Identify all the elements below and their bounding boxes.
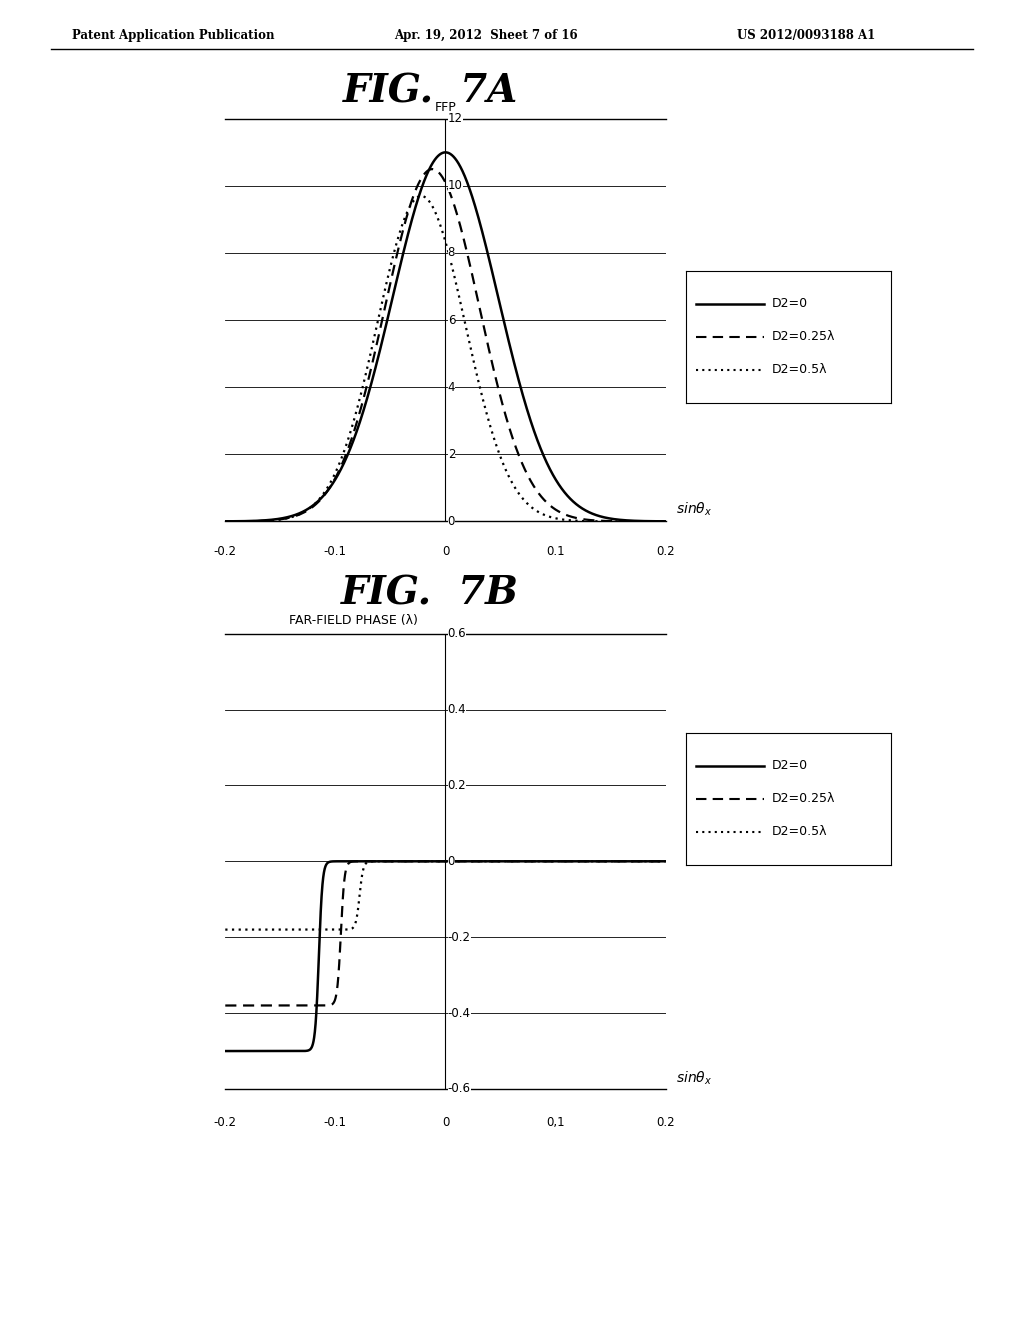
Text: FAR-FIELD PHASE (λ): FAR-FIELD PHASE (λ) <box>289 614 418 627</box>
Text: FIG.  7B: FIG. 7B <box>341 574 519 612</box>
Text: 0,1: 0,1 <box>546 1115 565 1129</box>
Text: 0: 0 <box>447 515 455 528</box>
Text: D2=0: D2=0 <box>772 297 808 310</box>
Text: D2=0.5λ: D2=0.5λ <box>772 825 827 838</box>
Text: 0: 0 <box>441 545 450 558</box>
Text: -0.6: -0.6 <box>447 1082 471 1096</box>
Text: $\mathregular{sin\theta_x}$: $\mathregular{sin\theta_x}$ <box>676 1069 713 1088</box>
Text: FIG.  7A: FIG. 7A <box>342 73 518 111</box>
Text: 0.2: 0.2 <box>656 1115 675 1129</box>
Text: 0.2: 0.2 <box>656 545 675 558</box>
Text: D2=0: D2=0 <box>772 759 808 772</box>
Text: 0.4: 0.4 <box>447 704 466 715</box>
Text: US 2012/0093188 A1: US 2012/0093188 A1 <box>737 29 876 42</box>
Text: 2: 2 <box>447 447 455 461</box>
Text: 6: 6 <box>447 314 455 326</box>
Text: -0.4: -0.4 <box>447 1007 471 1019</box>
Text: 0: 0 <box>441 1115 450 1129</box>
Text: 10: 10 <box>447 180 463 193</box>
Text: -0.1: -0.1 <box>324 545 347 558</box>
Text: $\mathregular{sin\theta_x}$: $\mathregular{sin\theta_x}$ <box>676 500 713 519</box>
Text: FFP: FFP <box>434 100 457 114</box>
Text: -0.2: -0.2 <box>214 1115 237 1129</box>
Text: -0.2: -0.2 <box>447 931 471 944</box>
Text: -0.1: -0.1 <box>324 1115 347 1129</box>
Text: 0: 0 <box>447 855 455 867</box>
Text: Apr. 19, 2012  Sheet 7 of 16: Apr. 19, 2012 Sheet 7 of 16 <box>394 29 578 42</box>
Text: 4: 4 <box>447 380 455 393</box>
Text: D2=0.25λ: D2=0.25λ <box>772 330 836 343</box>
Text: 0.2: 0.2 <box>447 779 466 792</box>
Text: 0.1: 0.1 <box>546 545 565 558</box>
Text: 0.6: 0.6 <box>447 627 466 640</box>
Text: 8: 8 <box>447 247 455 260</box>
Text: Patent Application Publication: Patent Application Publication <box>72 29 274 42</box>
Text: D2=0.25λ: D2=0.25λ <box>772 792 836 805</box>
Text: -0.2: -0.2 <box>214 545 237 558</box>
Text: 12: 12 <box>447 112 463 125</box>
Text: D2=0.5λ: D2=0.5λ <box>772 363 827 376</box>
